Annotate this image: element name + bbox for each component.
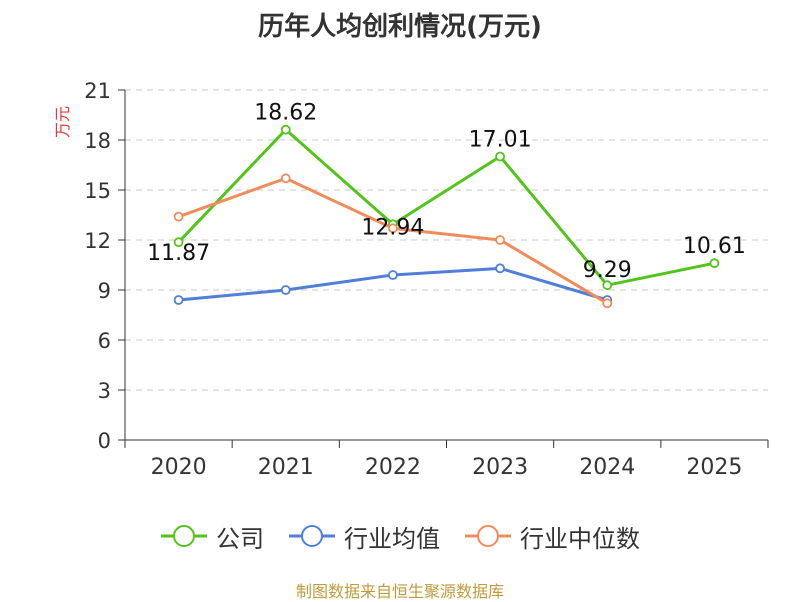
x-tick-label: 2022 — [365, 455, 421, 480]
y-tick-label: 18 — [84, 129, 111, 153]
x-tick-label: 2024 — [579, 455, 635, 480]
y-axis-label: 万元 — [53, 106, 72, 138]
data-label: 17.01 — [469, 128, 532, 153]
x-tick-label: 2023 — [472, 455, 528, 480]
data-point-industry-avg — [173, 295, 184, 305]
data-point-company — [602, 280, 613, 291]
data-point-industry-avg — [280, 285, 291, 295]
legend-item-industry-median[interactable]: 行业中位数 — [464, 519, 640, 554]
y-tick-label: 3 — [98, 379, 111, 403]
data-label: 18.62 — [254, 101, 317, 126]
data-point-company — [280, 124, 291, 135]
y-tick-label: 12 — [84, 229, 111, 253]
data-point-industry-median — [173, 211, 184, 222]
data-point-industry-median — [388, 223, 398, 234]
y-tick-label: 15 — [84, 179, 111, 203]
y-tick-label: 6 — [98, 329, 111, 353]
label-layer: 11.87 18.62 12.94 17.01 9.29 10.61 — [147, 101, 746, 283]
data-label: 10.61 — [683, 234, 746, 259]
data-point-industry-median — [602, 298, 613, 309]
data-point-company — [173, 237, 184, 248]
y-tick-label: 21 — [84, 79, 111, 103]
axis-layer: 0 3 6 9 12 15 18 21 2020 2021 2022 2023 2024 2025 万元 — [53, 79, 769, 480]
series-layer — [173, 124, 720, 309]
legend-circle — [173, 525, 195, 547]
legend-label-company: 公司 — [216, 524, 264, 553]
series-line-company — [177, 128, 715, 287]
data-point-company — [495, 151, 505, 162]
legend-label-industry-median: 行业中位数 — [520, 524, 640, 553]
data-point-industry-avg — [388, 270, 398, 280]
y-tick-label: 0 — [98, 429, 111, 453]
data-point-industry-avg — [495, 263, 505, 274]
chart-title: 历年人均创利情况(万元) — [258, 12, 542, 42]
legend-marker-company-icon — [161, 525, 207, 547]
data-point-industry-median — [280, 173, 291, 184]
legend-circle — [477, 525, 499, 547]
data-label: 11.87 — [147, 241, 210, 266]
legend-item-industry-avg[interactable]: 行业均值 — [288, 519, 440, 554]
series-line-industry-median — [178, 176, 609, 305]
data-label: 12.94 — [361, 215, 424, 240]
legend-label-industry-avg: 行业均值 — [344, 524, 440, 553]
grid-layer — [125, 89, 768, 391]
legend-marker-industry-median-icon — [465, 525, 511, 547]
y-tick-label: 9 — [98, 279, 111, 303]
source-footer: 制图数据来自恒生聚源数据库 — [295, 582, 504, 601]
x-tick-label: 2020 — [151, 455, 207, 480]
data-label: 9.29 — [583, 258, 632, 283]
data-point-company — [709, 258, 720, 269]
x-tick-label: 2021 — [258, 455, 314, 480]
legend-marker-industry-avg-icon — [289, 525, 335, 547]
x-tick-label: 2025 — [686, 455, 742, 480]
legend-item-company[interactable]: 公司 — [160, 519, 264, 554]
legend: 公司 行业均值 行业中位数 — [0, 519, 800, 554]
legend-circle — [301, 525, 323, 547]
data-point-industry-median — [495, 235, 505, 245]
